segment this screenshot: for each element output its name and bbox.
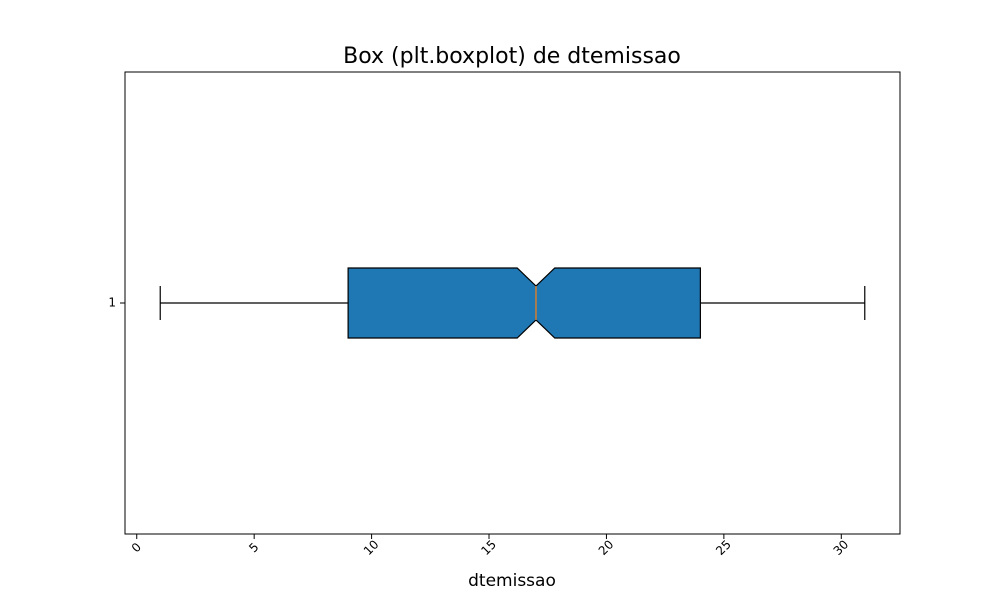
y-axis-ticks: 1	[108, 296, 125, 310]
y-tick-label: 1	[108, 296, 116, 310]
chart-title: Box (plt.boxplot) de dtemissao	[343, 44, 681, 69]
x-tick-label: 15	[478, 537, 499, 558]
x-tick-label: 0	[129, 540, 144, 555]
x-tick-label: 10	[361, 537, 382, 558]
x-tick-label: 20	[596, 537, 617, 558]
x-tick-label: 5	[246, 540, 261, 555]
x-axis-label: dtemissao	[468, 571, 556, 591]
x-tick-label: 25	[713, 537, 734, 558]
box-body	[347, 267, 701, 339]
box-group	[159, 267, 866, 339]
x-tick-label: 30	[831, 537, 852, 558]
x-axis-ticks: 0 5 10 15 20 25 30	[129, 534, 852, 558]
